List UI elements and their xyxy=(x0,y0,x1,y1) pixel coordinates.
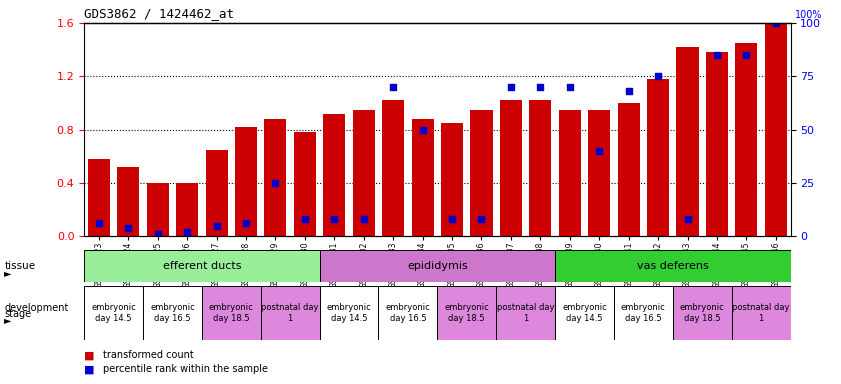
Text: efferent ducts: efferent ducts xyxy=(162,261,241,271)
Bar xyxy=(146,183,169,236)
Point xyxy=(298,216,311,222)
Bar xyxy=(320,286,378,340)
Bar xyxy=(235,127,257,236)
Text: epididymis: epididymis xyxy=(407,261,468,271)
Bar xyxy=(732,286,791,340)
Text: embryonic
day 16.5: embryonic day 16.5 xyxy=(150,303,195,323)
Bar xyxy=(294,132,316,236)
Bar xyxy=(437,286,496,340)
Bar xyxy=(617,103,640,236)
Point xyxy=(93,220,106,227)
Text: development: development xyxy=(4,303,69,313)
Text: embryonic
day 18.5: embryonic day 18.5 xyxy=(209,303,254,323)
Text: ►: ► xyxy=(4,268,12,278)
Bar xyxy=(496,286,555,340)
Bar xyxy=(117,167,140,236)
Text: embryonic
day 14.5: embryonic day 14.5 xyxy=(326,303,372,323)
Text: tissue: tissue xyxy=(4,261,35,271)
Point xyxy=(710,52,723,58)
Bar xyxy=(706,52,728,236)
Text: embryonic
day 18.5: embryonic day 18.5 xyxy=(444,303,489,323)
Text: embryonic
day 16.5: embryonic day 16.5 xyxy=(385,303,431,323)
Bar xyxy=(555,250,791,282)
Text: transformed count: transformed count xyxy=(103,350,193,360)
Bar xyxy=(673,286,732,340)
Bar xyxy=(320,250,555,282)
Text: postnatal day
1: postnatal day 1 xyxy=(497,303,554,323)
Bar xyxy=(352,109,375,236)
Bar xyxy=(87,159,110,236)
Text: postnatal day
1: postnatal day 1 xyxy=(733,303,790,323)
Point xyxy=(504,84,517,90)
Point xyxy=(474,216,488,222)
Bar xyxy=(205,150,228,236)
Point xyxy=(151,231,164,237)
Text: vas deferens: vas deferens xyxy=(637,261,709,271)
Point xyxy=(445,216,458,222)
Point xyxy=(621,88,635,94)
Point xyxy=(386,84,399,90)
Bar xyxy=(676,47,699,236)
Bar xyxy=(411,119,434,236)
Bar xyxy=(558,109,581,236)
Point xyxy=(180,229,193,235)
Bar xyxy=(202,286,261,340)
Point xyxy=(239,220,252,227)
Bar xyxy=(176,183,198,236)
Bar xyxy=(764,23,787,236)
Text: embryonic
day 14.5: embryonic day 14.5 xyxy=(562,303,607,323)
Bar xyxy=(470,109,493,236)
Bar xyxy=(84,286,143,340)
Bar xyxy=(441,123,463,236)
Text: embryonic
day 14.5: embryonic day 14.5 xyxy=(91,303,136,323)
Bar xyxy=(378,286,437,340)
Point xyxy=(680,216,694,222)
Bar xyxy=(264,119,287,236)
Text: embryonic
day 16.5: embryonic day 16.5 xyxy=(621,303,666,323)
Bar xyxy=(143,286,202,340)
Point xyxy=(592,148,606,154)
Text: GDS3862 / 1424462_at: GDS3862 / 1424462_at xyxy=(84,7,234,20)
Text: ►: ► xyxy=(4,315,12,325)
Point xyxy=(533,84,547,90)
Point xyxy=(121,225,135,231)
Point xyxy=(739,52,753,58)
Bar xyxy=(261,286,320,340)
Bar xyxy=(84,250,320,282)
Bar xyxy=(588,109,611,236)
Text: postnatal day
1: postnatal day 1 xyxy=(262,303,319,323)
Point xyxy=(415,126,429,132)
Bar xyxy=(647,79,669,236)
Point xyxy=(209,222,223,228)
Text: 100%: 100% xyxy=(795,10,822,20)
Bar xyxy=(382,100,405,236)
Text: embryonic
day 18.5: embryonic day 18.5 xyxy=(680,303,725,323)
Point xyxy=(769,20,782,26)
Text: percentile rank within the sample: percentile rank within the sample xyxy=(103,364,267,374)
Bar xyxy=(735,43,758,236)
Text: ■: ■ xyxy=(84,364,94,374)
Point xyxy=(357,216,370,222)
Bar xyxy=(500,100,522,236)
Bar xyxy=(323,114,346,236)
Point xyxy=(268,180,282,186)
Point xyxy=(327,216,341,222)
Point xyxy=(651,73,664,79)
Text: stage: stage xyxy=(4,309,31,319)
Text: ■: ■ xyxy=(84,350,94,360)
Point xyxy=(563,84,576,90)
Bar xyxy=(555,286,614,340)
Bar xyxy=(614,286,673,340)
Bar xyxy=(529,100,552,236)
